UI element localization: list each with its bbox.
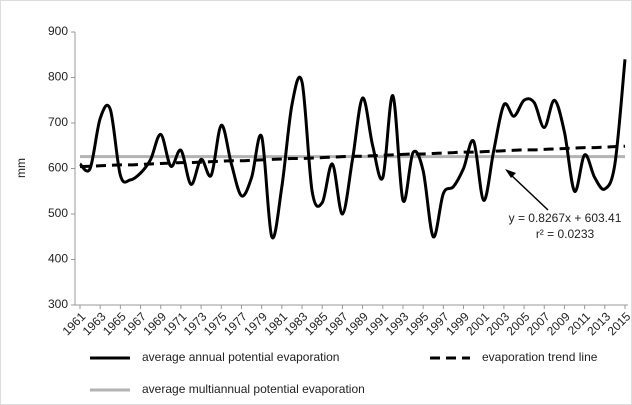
y-axis-label: mm <box>14 158 28 178</box>
y-tick-label: 900 <box>48 24 68 38</box>
y-tick-label: 300 <box>48 297 68 311</box>
annotation: r² = 0.0233 <box>536 227 595 241</box>
legend-label: average annual potential evaporation <box>142 350 339 364</box>
y-tick-label: 400 <box>48 252 68 266</box>
annotation-arrow <box>509 173 549 211</box>
y-tick-label: 600 <box>48 161 68 175</box>
y-tick-label: 800 <box>48 70 68 84</box>
y-tick-label: 500 <box>48 206 68 220</box>
line-series <box>78 59 627 240</box>
arrow-head <box>505 169 516 178</box>
legend-label: average multiannual potential evaporatio… <box>142 382 365 396</box>
legend-label: evaporation trend line <box>482 350 598 364</box>
annotation: y = 0.8267x + 603.41 <box>509 211 622 225</box>
y-tick-label: 700 <box>48 115 68 129</box>
